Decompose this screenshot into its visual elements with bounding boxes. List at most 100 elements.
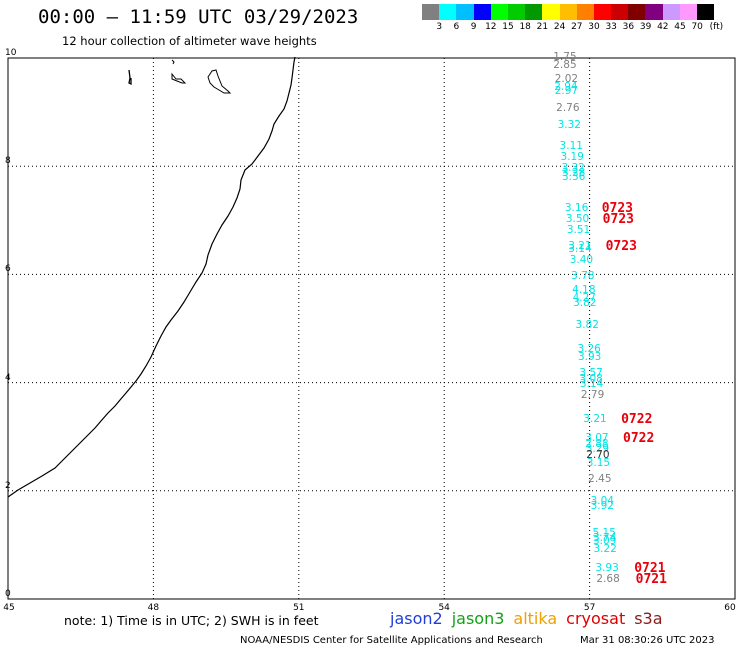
satellite-name-cryosat: cryosat bbox=[566, 609, 626, 628]
pass-time-label: 0723 bbox=[605, 239, 637, 255]
wave-height-value: 3.50 bbox=[565, 213, 590, 226]
colorbar-label: 15 bbox=[502, 22, 514, 32]
wave-height-value: 4.27 bbox=[572, 291, 597, 304]
wave-height-value: 2.97 bbox=[554, 84, 579, 97]
wave-height-value: 3.93 bbox=[595, 562, 619, 575]
colorbar-label: 6 bbox=[453, 22, 460, 32]
wave-height-value: 2.02 bbox=[554, 72, 579, 85]
pass-time-label: 0722 bbox=[621, 412, 653, 428]
wave-height-value: 3.82 bbox=[575, 318, 599, 331]
wave-height-value: 3.57 bbox=[579, 367, 603, 380]
wave-height-value: 3.19 bbox=[560, 151, 584, 164]
wave-height-colorbar bbox=[422, 4, 715, 20]
wave-height-value: 3.21 bbox=[568, 240, 592, 253]
wave-height-value: 2.85 bbox=[553, 59, 577, 72]
colorbar-swatch bbox=[542, 4, 560, 20]
colorbar-swatch bbox=[662, 4, 680, 20]
longitude-tick-label: 54 bbox=[438, 603, 450, 613]
map-gridlines bbox=[8, 58, 735, 599]
wave-height-value: 3.74 bbox=[592, 532, 617, 545]
wave-height-value: 3.14 bbox=[568, 243, 592, 256]
wave-height-value: 3.78 bbox=[571, 270, 595, 283]
colorbar-label: 24 bbox=[553, 22, 566, 32]
wave-height-value: 3.32 bbox=[561, 161, 585, 174]
colorbar-swatch bbox=[628, 4, 646, 20]
pass-time-label: 0723 bbox=[601, 201, 634, 217]
island-small bbox=[171, 59, 175, 65]
wave-height-value: 3.16 bbox=[564, 202, 589, 215]
colorbar-label: 39 bbox=[639, 22, 652, 32]
colorbar-swatch bbox=[456, 4, 474, 20]
latitude-tick-label: 0 bbox=[5, 589, 11, 599]
wave-height-value: 3.32 bbox=[557, 118, 581, 131]
colorbar-swatch bbox=[490, 4, 508, 20]
wave-height-value: 2.76 bbox=[556, 102, 580, 115]
colorbar-label: 21 bbox=[536, 22, 549, 32]
island-socotra-b bbox=[207, 69, 232, 94]
colorbar-swatch bbox=[559, 4, 577, 20]
latitude-tick-label: 6 bbox=[5, 264, 11, 275]
wave-height-value: 1.75 bbox=[553, 51, 577, 63]
colorbar-label: 9 bbox=[470, 22, 477, 32]
wave-height-value: 2.70 bbox=[586, 448, 610, 461]
wave-height-value: 3.22 bbox=[593, 543, 617, 556]
colorbar-swatch bbox=[593, 4, 612, 20]
satellite-name-s3a: s3a bbox=[634, 609, 663, 628]
colorbar-swatch bbox=[473, 4, 491, 20]
wave-height-value: 3.07 bbox=[585, 432, 609, 445]
satellite-legend: jason2 jason3 altika cryosat s3a bbox=[390, 609, 672, 628]
latitude-tick-label: 4 bbox=[5, 372, 11, 383]
colorbar-swatch bbox=[611, 4, 629, 20]
wave-height-value: 3.11 bbox=[559, 140, 583, 153]
colorbar-label: (ft) bbox=[709, 22, 724, 32]
wave-height-value: 4.18 bbox=[572, 283, 596, 296]
colorbar-label: 27 bbox=[571, 22, 583, 32]
generated-timestamp: Mar 31 08:30:26 UTC 2023 bbox=[580, 635, 715, 646]
pass-time-label: 0721 bbox=[635, 572, 667, 588]
wave-height-value: 3.15 bbox=[586, 456, 611, 469]
wave-height-value: 2.79 bbox=[580, 389, 605, 402]
wave-height-value: 2.68 bbox=[596, 573, 620, 586]
colorbar-label: 33 bbox=[605, 22, 617, 32]
latitude-tick-label: 10 bbox=[5, 48, 17, 58]
colorbar-label: 12 bbox=[485, 22, 497, 32]
wave-height-value: 3.28 bbox=[561, 167, 586, 180]
pass-time-label: 0722 bbox=[623, 431, 655, 447]
wave-height-value: 3.21 bbox=[583, 413, 607, 426]
wave-height-value: 3.93 bbox=[577, 351, 602, 364]
wave-height-value: 3.26 bbox=[577, 343, 601, 356]
wave-height-value: 3.36 bbox=[561, 171, 586, 184]
wave-height-value: 3.51 bbox=[566, 224, 591, 237]
colorbar-swatch bbox=[525, 4, 543, 20]
wave-height-value: 3.92 bbox=[590, 500, 614, 513]
colorbar-label: 30 bbox=[588, 22, 600, 32]
credit-text: NOAA/NESDIS Center for Satellite Applica… bbox=[240, 635, 543, 646]
page-title: 00:00 – 11:59 UTC 03/29/2023 bbox=[38, 6, 359, 28]
satellite-name-jason2: jason2 bbox=[390, 609, 443, 628]
page-subtitle: 12 hour collection of altimeter wave hei… bbox=[62, 34, 317, 48]
latitude-tick-label: 2 bbox=[5, 480, 11, 491]
colorbar-label: 45 bbox=[674, 22, 686, 32]
colorbar-labels: 3 6 9 12 15 18 21 24 27 30 33 36 39 42 45 70 (ft) bbox=[422, 22, 740, 34]
map-border bbox=[7, 57, 736, 600]
colorbar-label: 36 bbox=[622, 22, 635, 32]
pass-time-label: 0723 bbox=[602, 212, 634, 228]
longitude-tick-label: 45 bbox=[3, 603, 15, 613]
pass-time-label: 0721 bbox=[634, 561, 666, 577]
latitude-tick-label: 8 bbox=[5, 156, 11, 167]
longitude-tick-label: 60 bbox=[724, 603, 736, 613]
colorbar-label: 70 bbox=[691, 22, 703, 32]
wave-height-value: 2.45 bbox=[588, 472, 612, 485]
island-socotra-a bbox=[171, 72, 187, 84]
colorbar-swatch bbox=[679, 4, 697, 20]
wave-height-value: 2.94 bbox=[554, 80, 578, 93]
wave-height-value: 3.14 bbox=[579, 378, 604, 391]
longitude-tick-label: 48 bbox=[147, 603, 160, 613]
coastline bbox=[7, 56, 296, 498]
colorbar-swatch bbox=[645, 4, 663, 20]
colorbar-swatch bbox=[576, 4, 594, 20]
colorbar-swatch bbox=[697, 4, 715, 20]
wave-height-value: 3.04 bbox=[590, 494, 614, 507]
island-left bbox=[128, 69, 132, 86]
wave-height-value: 2.88 bbox=[585, 437, 609, 450]
